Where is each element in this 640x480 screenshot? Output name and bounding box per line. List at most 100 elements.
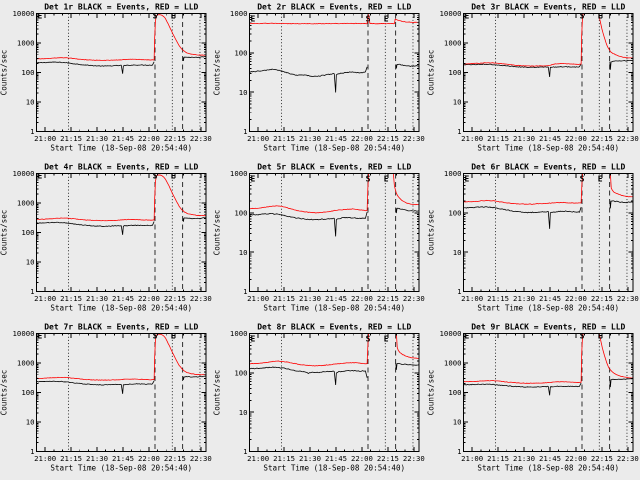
y-tick-label: 10 bbox=[452, 248, 461, 257]
events-series-line bbox=[463, 206, 582, 229]
x-tick-label: 21:30 bbox=[86, 294, 108, 303]
y-axis-label: Counts/sec bbox=[427, 210, 436, 256]
y-tick-label: 10000 bbox=[13, 9, 35, 18]
flag-S: S bbox=[366, 335, 371, 344]
x-tick-label: 21:45 bbox=[325, 294, 347, 303]
chart-cell-det-9r: 1 10 100 1000 10000 21:00 21:15 21:30 21:45 22:00… bbox=[427, 320, 640, 480]
chart-title: Det 8r BLACK = Events, RED = LLD bbox=[258, 323, 412, 332]
lld-series-line bbox=[598, 333, 633, 379]
chart-det-3r: 1 10 100 1000 10000 21:00 21:15 21:30 21:45 22:00… bbox=[427, 3, 639, 153]
x-tick-label: 22:00 bbox=[351, 134, 373, 143]
axis-ticks bbox=[463, 13, 633, 132]
events-series-line bbox=[249, 211, 368, 237]
flag-S: S bbox=[366, 15, 371, 24]
chart-cell-det-1r: 1 10 100 1000 10000 21:00 21:15 21:30 21:45 22:00… bbox=[0, 0, 213, 160]
plot-frame bbox=[36, 333, 207, 452]
y-tick-label: 1000 bbox=[17, 39, 35, 48]
y-tick-label: 100 bbox=[21, 228, 34, 237]
lld-series-line bbox=[609, 173, 633, 198]
x-tick-label: 21:45 bbox=[325, 454, 347, 463]
events-series-line bbox=[609, 378, 633, 388]
x-tick-label: 22:30 bbox=[403, 134, 425, 143]
x-tick-label: 21:00 bbox=[34, 454, 56, 463]
chart-det-2r: 1 10 100 1000 21:00 21:15 21:30 21:45 22:00 22:15… bbox=[213, 3, 425, 153]
x-axis-label: Start Time (18-Sep-08 20:54:40) bbox=[264, 464, 406, 473]
chart-title: Det 5r BLACK = Events, RED = LLD bbox=[258, 163, 412, 172]
x-tick-label: 21:15 bbox=[60, 454, 82, 463]
x-tick-label: 22:30 bbox=[190, 134, 212, 143]
y-tick-label: 100 bbox=[235, 368, 248, 377]
plot-frame bbox=[36, 13, 207, 132]
x-tick-label: 22:15 bbox=[164, 454, 186, 463]
flag-E: E bbox=[171, 11, 176, 20]
x-tick-label: 22:15 bbox=[591, 454, 613, 463]
axis-ticks bbox=[249, 13, 420, 132]
events-series-line bbox=[463, 63, 582, 78]
y-tick-label: 1 bbox=[30, 447, 34, 456]
y-tick-label: 10000 bbox=[13, 169, 35, 178]
flag-S: S bbox=[153, 11, 158, 20]
events-series-line bbox=[609, 59, 633, 70]
x-tick-label: 21:30 bbox=[513, 134, 535, 143]
x-tick-label: 21:30 bbox=[513, 294, 535, 303]
chart-det-5r: 1 10 100 1000 21:00 21:15 21:30 21:45 22:00 22:15… bbox=[213, 163, 425, 313]
y-axis-label: Counts/sec bbox=[213, 370, 222, 416]
y-axis-label: Counts/sec bbox=[213, 210, 222, 256]
flag-S: S bbox=[366, 175, 371, 184]
lld-series-line bbox=[36, 333, 207, 381]
events-series-line bbox=[36, 221, 155, 235]
flag-E-left: E bbox=[38, 331, 43, 340]
x-tick-label: 21:00 bbox=[461, 294, 483, 303]
x-axis-label: Start Time (18-Sep-08 20:54:40) bbox=[50, 144, 192, 153]
x-tick-label: 21:00 bbox=[247, 454, 269, 463]
x-tick-label: 21:45 bbox=[539, 294, 561, 303]
chart-cell-det-4r: 1 10 100 1000 10000 21:00 21:15 21:30 21:45 22:00… bbox=[0, 160, 213, 320]
axis-ticks bbox=[463, 173, 633, 292]
x-tick-label: 21:15 bbox=[273, 134, 295, 143]
axis-ticks bbox=[249, 173, 420, 292]
x-tick-label: 21:00 bbox=[34, 134, 56, 143]
events-series-line bbox=[182, 217, 207, 222]
y-tick-label: 10 bbox=[239, 408, 248, 417]
y-tick-label: 10 bbox=[452, 98, 461, 107]
flag-S: S bbox=[153, 171, 158, 180]
events-series-line bbox=[463, 382, 582, 396]
lld-series-line bbox=[36, 14, 207, 61]
x-tick-label: 21:15 bbox=[60, 294, 82, 303]
y-axis-label: Counts/sec bbox=[427, 370, 436, 416]
x-tick-label: 21:45 bbox=[539, 454, 561, 463]
events-series-line bbox=[182, 375, 207, 381]
y-tick-label: 10000 bbox=[439, 9, 461, 18]
events-series-line bbox=[609, 200, 633, 209]
chart-title: Det 1r BLACK = Events, RED = LLD bbox=[44, 3, 198, 12]
y-tick-label: 1 bbox=[457, 287, 461, 296]
axis-ticks bbox=[463, 333, 633, 452]
y-tick-label: 1000 bbox=[17, 199, 35, 208]
x-tick-label: 21:15 bbox=[487, 134, 509, 143]
y-tick-label: 1 bbox=[457, 447, 461, 456]
x-tick-label: 22:00 bbox=[138, 294, 160, 303]
flag-E-left: E bbox=[464, 175, 469, 184]
chart-cell-det-3r: 1 10 100 1000 10000 21:00 21:15 21:30 21:45 22:00… bbox=[427, 0, 640, 160]
flag-E-left: E bbox=[38, 11, 43, 20]
x-tick-label: 21:15 bbox=[487, 294, 509, 303]
flag-E: E bbox=[597, 331, 602, 340]
y-tick-label: 100 bbox=[235, 208, 248, 217]
y-tick-label: 1000 bbox=[444, 39, 462, 48]
chart-cell-det-6r: 1 10 100 1000 21:00 21:15 21:30 21:45 22:00 22:15… bbox=[427, 160, 640, 320]
x-axis-label: Start Time (18-Sep-08 20:54:40) bbox=[264, 144, 406, 153]
x-tick-label: 21:30 bbox=[299, 454, 321, 463]
events-series-line bbox=[249, 66, 368, 93]
chart-title: Det 6r BLACK = Events, RED = LLD bbox=[471, 163, 625, 172]
chart-det-9r: 1 10 100 1000 10000 21:00 21:15 21:30 21:45 22:00… bbox=[427, 323, 639, 473]
y-tick-label: 10000 bbox=[13, 329, 35, 338]
y-tick-label: 1 bbox=[243, 447, 247, 456]
y-tick-label: 10 bbox=[239, 88, 248, 97]
x-tick-label: 22:00 bbox=[565, 454, 587, 463]
events-series-line bbox=[395, 207, 420, 214]
lld-series-line bbox=[597, 13, 633, 59]
x-tick-label: 22:15 bbox=[164, 134, 186, 143]
